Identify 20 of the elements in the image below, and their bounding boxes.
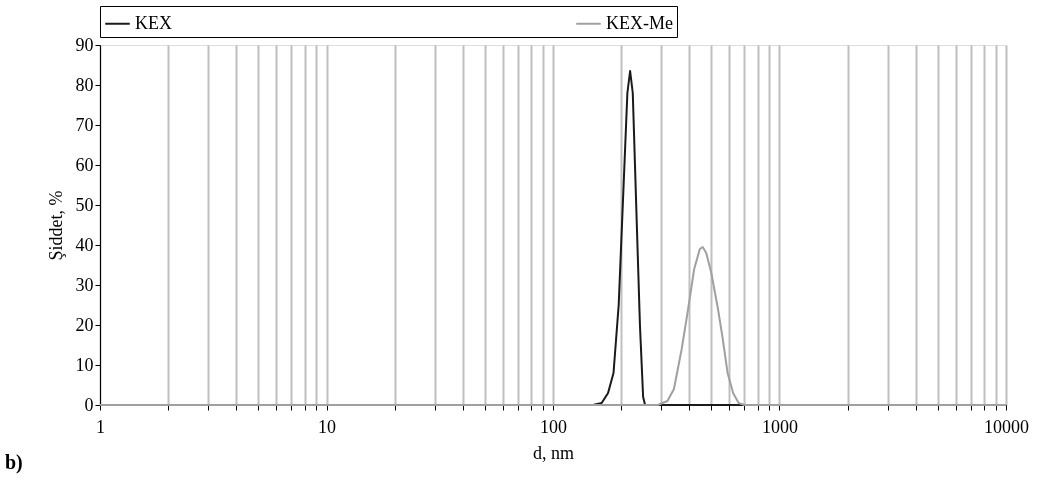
y-tick-label: 10 bbox=[75, 354, 94, 375]
y-tick-label: 50 bbox=[75, 194, 94, 215]
y-tick-label: 0 bbox=[84, 394, 94, 415]
y-axis-title: Şiddet, % bbox=[45, 190, 66, 261]
y-tick-label: 70 bbox=[75, 114, 94, 135]
x-tick-label: 1000 bbox=[762, 416, 798, 437]
y-tick-label: 20 bbox=[75, 314, 94, 335]
legend-label: KEX bbox=[135, 12, 172, 33]
x-tick-label: 100 bbox=[540, 416, 567, 437]
y-tick-label: 90 bbox=[75, 34, 94, 55]
y-tick-label: 40 bbox=[75, 234, 94, 255]
legend-label: KEX-Me bbox=[606, 12, 673, 33]
y-tick-label: 60 bbox=[75, 154, 94, 175]
x-tick-label: 1 bbox=[96, 416, 105, 437]
x-tick-label: 10 bbox=[318, 416, 336, 437]
text: b) bbox=[5, 451, 23, 474]
x-axis-title: d, nm bbox=[532, 442, 575, 463]
x-tick-label: 10000 bbox=[984, 416, 1029, 437]
y-tick-label: 30 bbox=[75, 274, 94, 295]
y-tick-label: 80 bbox=[75, 74, 94, 95]
